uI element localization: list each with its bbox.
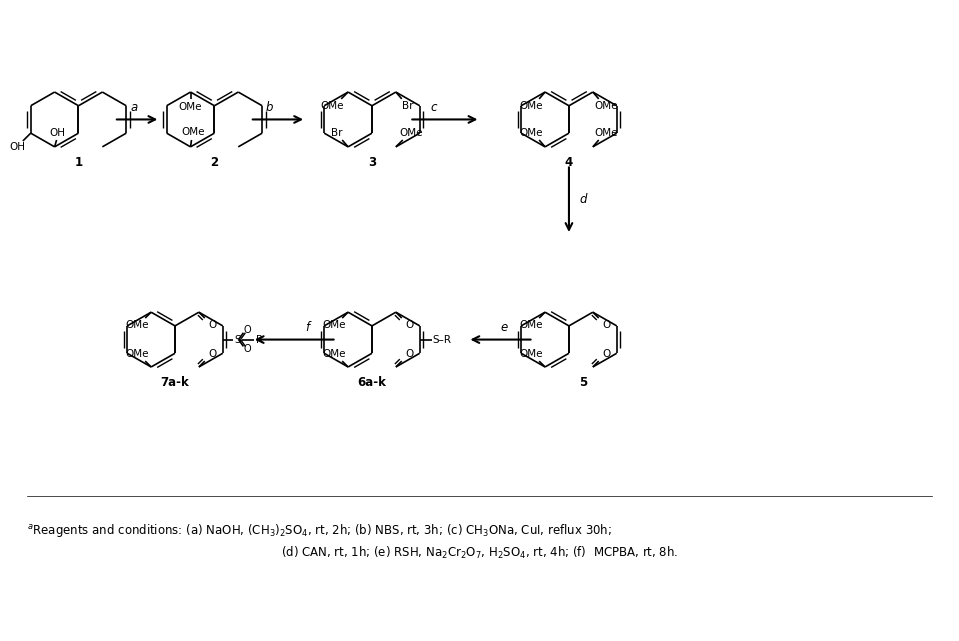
Text: OMe: OMe [320, 101, 344, 111]
Text: O: O [602, 349, 611, 359]
Text: OMe: OMe [322, 349, 346, 359]
Text: Br: Br [331, 128, 342, 138]
Text: 3: 3 [368, 156, 376, 169]
Text: O: O [406, 349, 413, 359]
Text: OMe: OMe [520, 349, 543, 359]
Text: O: O [602, 320, 611, 330]
Text: O: O [244, 325, 251, 335]
Text: 6a-k: 6a-k [358, 376, 386, 389]
Text: OMe: OMe [178, 102, 202, 112]
Text: O: O [208, 349, 217, 359]
Text: OMe: OMe [322, 320, 346, 330]
Text: OMe: OMe [520, 320, 543, 330]
Text: OMe: OMe [400, 128, 423, 138]
Text: f: f [305, 321, 309, 335]
Text: 7a-k: 7a-k [160, 376, 189, 389]
Text: O: O [244, 344, 251, 354]
Text: S–R: S–R [432, 335, 451, 345]
Text: OMe: OMe [181, 127, 205, 137]
Text: OMe: OMe [126, 320, 149, 330]
Text: OH: OH [9, 142, 25, 152]
Text: OH: OH [50, 128, 65, 138]
Text: c: c [431, 101, 437, 114]
Text: e: e [501, 321, 507, 335]
Text: OMe: OMe [126, 349, 149, 359]
Text: b: b [266, 101, 273, 114]
Text: O: O [208, 320, 217, 330]
Text: R: R [256, 335, 263, 345]
Text: $^{a}$Reagents and conditions: (a) NaOH, (CH$_3$)$_2$SO$_4$, rt, 2h; (b) NBS, rt: $^{a}$Reagents and conditions: (a) NaOH,… [27, 522, 613, 539]
Text: OMe: OMe [595, 101, 619, 111]
Text: d: d [579, 193, 587, 206]
Text: O: O [406, 320, 413, 330]
Text: (d) CAN, rt, 1h; (e) RSH, Na$_2$Cr$_2$O$_7$, H$_2$SO$_4$, rt, 4h; (f)  MCPBA, rt: (d) CAN, rt, 1h; (e) RSH, Na$_2$Cr$_2$O$… [281, 545, 678, 561]
Text: 2: 2 [210, 156, 219, 169]
Text: 5: 5 [578, 376, 587, 389]
Text: OMe: OMe [520, 101, 543, 111]
Text: OMe: OMe [520, 128, 543, 138]
Text: S: S [234, 335, 241, 345]
Text: 4: 4 [565, 156, 573, 169]
Text: a: a [130, 101, 137, 114]
Text: 1: 1 [75, 156, 82, 169]
Text: Br: Br [402, 101, 413, 111]
Text: OMe: OMe [595, 128, 619, 138]
